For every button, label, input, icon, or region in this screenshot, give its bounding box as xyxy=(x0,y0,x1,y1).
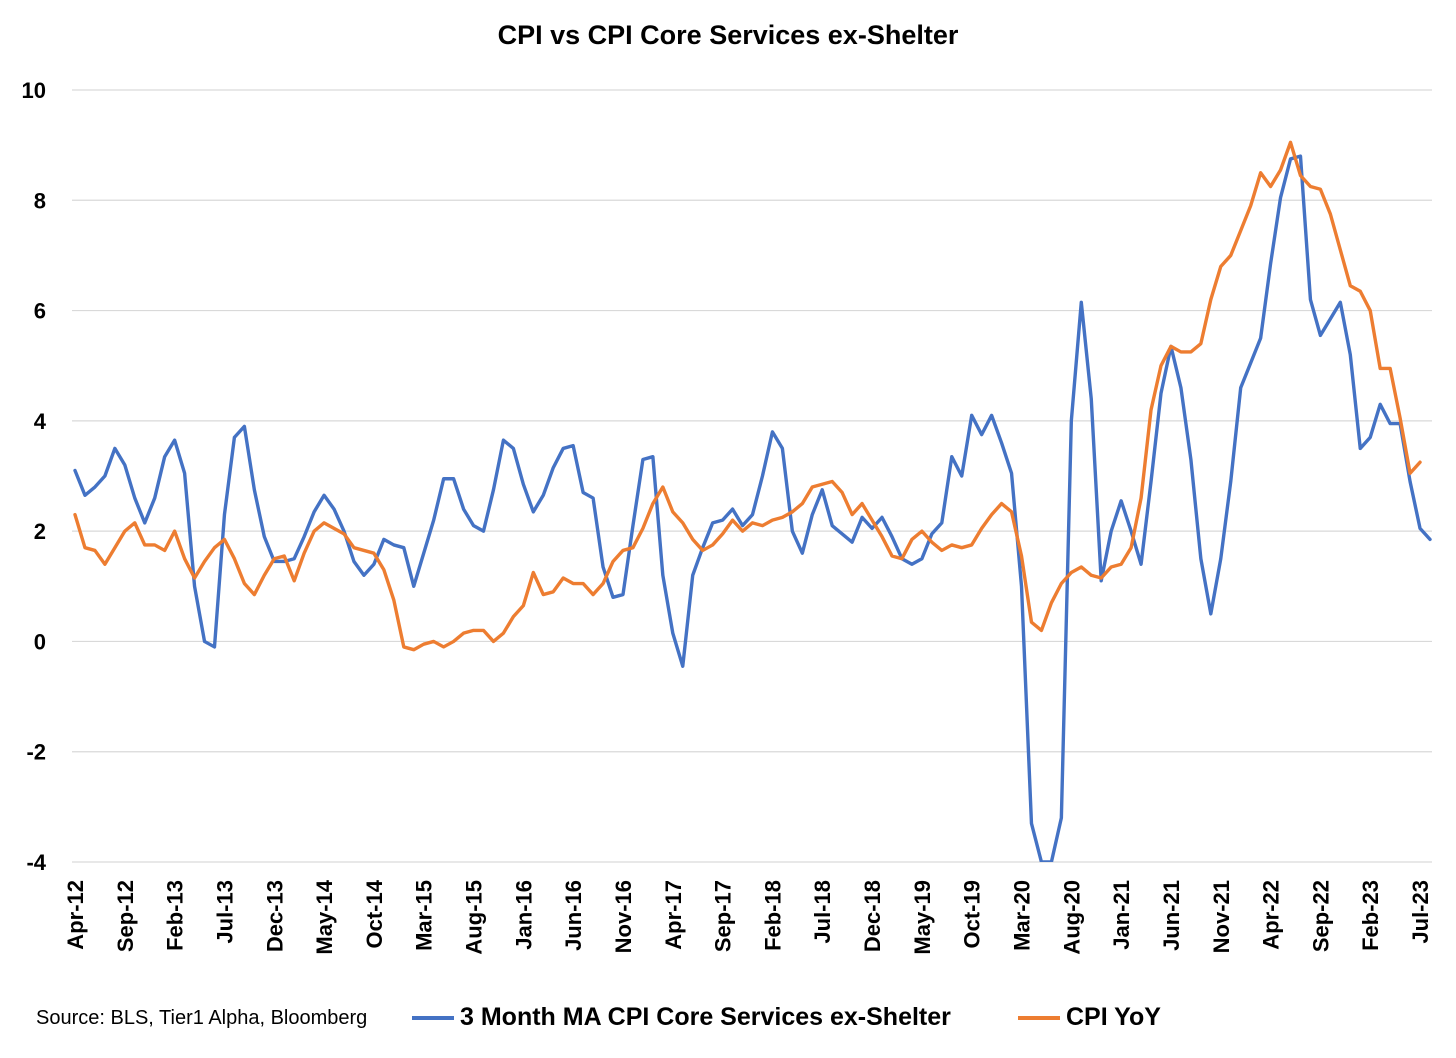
x-tick-label: Nov-16 xyxy=(611,880,636,953)
x-tick-label: Oct-14 xyxy=(362,879,387,948)
series-line-core-services xyxy=(73,154,1432,862)
x-tick-label: May-14 xyxy=(312,879,337,954)
x-tick-label: Mar-15 xyxy=(412,880,437,951)
y-tick-label: 6 xyxy=(34,299,46,324)
line-chart: 10 8 6 4 2 0 -2 -4 Apr-12 Sep-12 Feb-13 Jul-13 Dec-… xyxy=(22,78,1434,955)
x-tick-label: Jul-13 xyxy=(212,880,237,944)
x-tick-label: Feb-18 xyxy=(760,880,785,951)
y-tick-label: 2 xyxy=(34,519,46,544)
y-tick-label: -2 xyxy=(26,740,46,765)
y-tick-label: -4 xyxy=(26,850,46,875)
x-tick-label: Jul-23 xyxy=(1408,880,1433,944)
legend-item-core-services: 3 Month MA CPI Core Services ex-Shelter xyxy=(412,1003,951,1032)
x-tick-label: Aug-15 xyxy=(462,880,487,955)
y-tick-label: 4 xyxy=(34,409,47,434)
y-axis-ticks: 10 8 6 4 2 0 -2 -4 xyxy=(22,78,47,875)
y-tick-label: 10 xyxy=(22,78,46,103)
x-tick-label: Apr-17 xyxy=(661,880,686,950)
x-tick-label: Mar-20 xyxy=(1010,880,1035,951)
chart-title: CPI vs CPI Core Services ex-Shelter xyxy=(497,20,959,50)
x-tick-label: Sep-12 xyxy=(113,880,138,952)
x-tick-label: Apr-22 xyxy=(1259,880,1284,950)
x-tick-label: Feb-13 xyxy=(163,880,188,951)
legend-item-cpi-yoy: CPI YoY xyxy=(1018,1003,1161,1032)
series-layer xyxy=(73,140,1432,862)
x-tick-label: Jan-21 xyxy=(1109,880,1134,950)
x-tick-label: Jun-16 xyxy=(561,880,586,951)
x-axis-ticks: Apr-12 Sep-12 Feb-13 Jul-13 Dec-13 May-14 Oct-… xyxy=(63,879,1433,954)
legend-swatch-core-services xyxy=(412,1015,454,1020)
series-line-cpi-yoy xyxy=(73,140,1422,652)
x-tick-label: Feb-23 xyxy=(1358,880,1383,951)
x-tick-label: Dec-18 xyxy=(860,880,885,952)
x-tick-label: Aug-20 xyxy=(1059,880,1084,955)
y-tick-label: 8 xyxy=(34,188,46,213)
x-tick-label: Jan-16 xyxy=(511,880,536,950)
x-tick-label: Nov-21 xyxy=(1209,880,1234,953)
x-tick-label: Dec-13 xyxy=(262,880,287,952)
x-tick-label: May-19 xyxy=(910,880,935,955)
x-tick-label: Sep-22 xyxy=(1308,880,1333,952)
x-tick-label: Oct-19 xyxy=(960,880,985,948)
source-note: Source: BLS, Tier1 Alpha, Bloomberg xyxy=(36,1007,368,1029)
y-tick-label: 0 xyxy=(34,629,46,654)
legend-label-cpi-yoy: CPI YoY xyxy=(1066,1003,1161,1031)
legend-swatch-cpi-yoy xyxy=(1018,1015,1060,1020)
x-tick-label: Apr-12 xyxy=(63,880,88,950)
legend-label-core-services: 3 Month MA CPI Core Services ex-Shelter xyxy=(460,1003,951,1031)
x-tick-label: Jun-21 xyxy=(1159,880,1184,951)
x-tick-label: Jul-18 xyxy=(810,880,835,944)
x-tick-label: Sep-17 xyxy=(711,880,736,952)
gridlines xyxy=(72,89,1432,863)
